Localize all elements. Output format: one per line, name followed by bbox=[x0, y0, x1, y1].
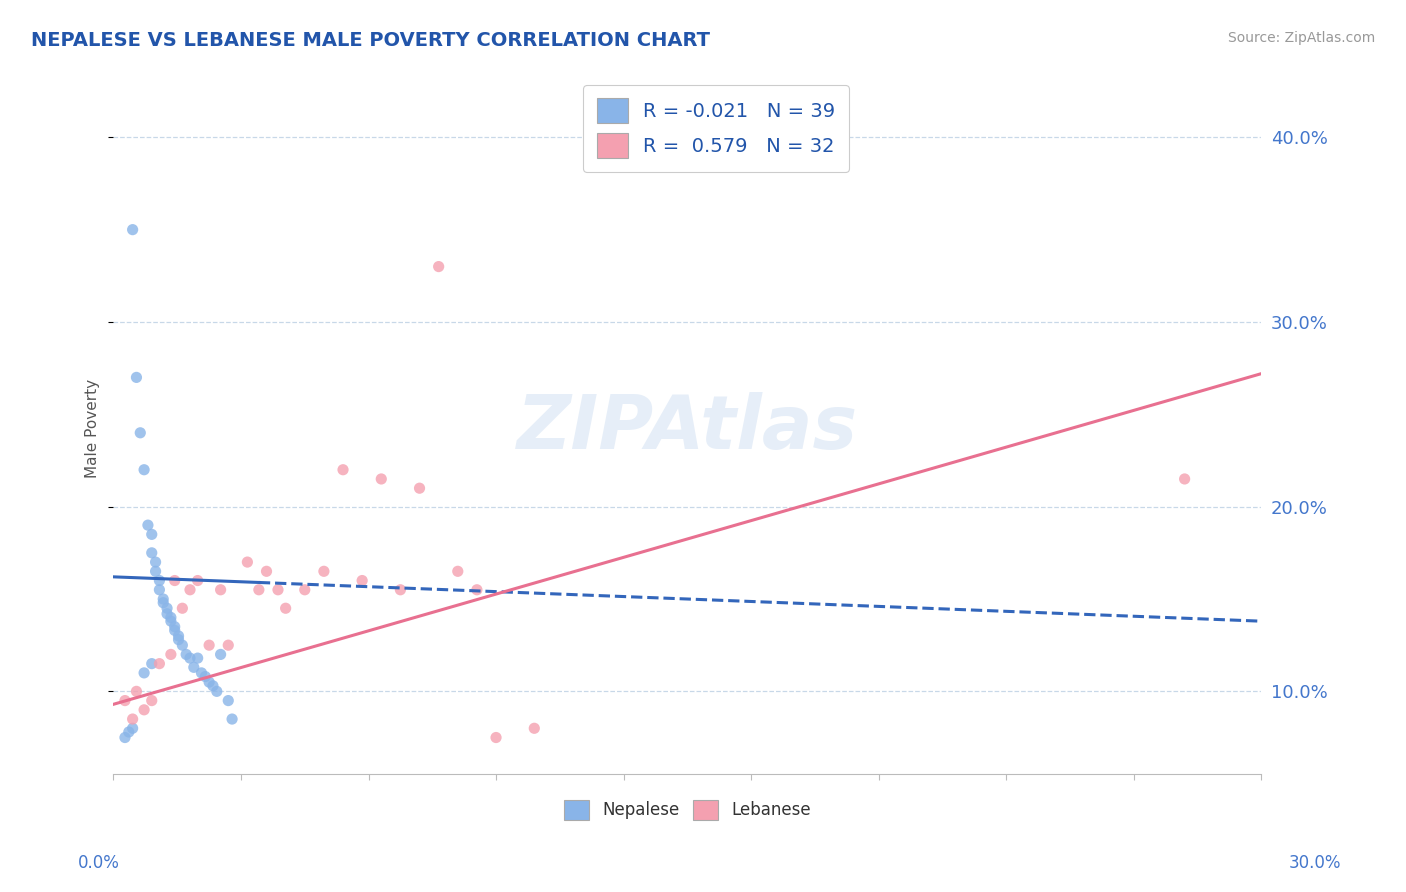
Point bbox=[136, 518, 159, 533]
Point bbox=[183, 660, 205, 674]
Point bbox=[118, 725, 141, 739]
Point bbox=[160, 614, 183, 628]
Point bbox=[132, 703, 155, 717]
Point bbox=[205, 684, 228, 698]
Point bbox=[148, 657, 170, 671]
Text: 0.0%: 0.0% bbox=[77, 855, 120, 872]
Point bbox=[332, 463, 354, 477]
Point bbox=[221, 712, 243, 726]
Point bbox=[172, 638, 194, 652]
Point bbox=[145, 564, 167, 578]
Point bbox=[121, 712, 143, 726]
Point bbox=[256, 564, 278, 578]
Point bbox=[209, 582, 232, 597]
Point bbox=[114, 693, 136, 707]
Point bbox=[465, 582, 488, 597]
Point bbox=[167, 629, 190, 643]
Point bbox=[160, 610, 183, 624]
Point bbox=[198, 675, 221, 690]
Point bbox=[121, 721, 143, 735]
Point bbox=[148, 582, 170, 597]
Point bbox=[236, 555, 259, 569]
Point bbox=[267, 582, 290, 597]
Point bbox=[163, 574, 186, 588]
Point bbox=[141, 657, 163, 671]
Point bbox=[152, 592, 174, 607]
Point bbox=[194, 669, 217, 683]
Point bbox=[274, 601, 297, 615]
Point bbox=[217, 693, 239, 707]
Point bbox=[217, 638, 239, 652]
Point bbox=[160, 648, 183, 662]
Point bbox=[114, 731, 136, 745]
Legend: Nepalese, Lebanese: Nepalese, Lebanese bbox=[555, 791, 820, 829]
Point bbox=[352, 574, 374, 588]
Point bbox=[209, 648, 232, 662]
Point bbox=[247, 582, 270, 597]
Point bbox=[163, 624, 186, 638]
Point bbox=[141, 546, 163, 560]
Point bbox=[389, 582, 412, 597]
Point bbox=[163, 620, 186, 634]
Point bbox=[141, 693, 163, 707]
Point bbox=[132, 463, 155, 477]
Point bbox=[141, 527, 163, 541]
Point bbox=[125, 684, 148, 698]
Point bbox=[156, 601, 179, 615]
Point bbox=[145, 555, 167, 569]
Point bbox=[1174, 472, 1197, 486]
Point bbox=[427, 260, 450, 274]
Point bbox=[198, 638, 221, 652]
Text: 30.0%: 30.0% bbox=[1288, 855, 1341, 872]
Point bbox=[408, 481, 430, 495]
Point bbox=[179, 582, 201, 597]
Point bbox=[121, 222, 143, 236]
Point bbox=[187, 651, 209, 665]
Point bbox=[179, 651, 201, 665]
Point bbox=[187, 574, 209, 588]
Point bbox=[125, 370, 148, 384]
Point bbox=[167, 632, 190, 647]
Point bbox=[201, 679, 224, 693]
Text: ZIPAtlas: ZIPAtlas bbox=[517, 392, 858, 465]
Point bbox=[523, 721, 546, 735]
Point bbox=[174, 648, 197, 662]
Point bbox=[312, 564, 335, 578]
Point bbox=[485, 731, 508, 745]
Text: NEPALESE VS LEBANESE MALE POVERTY CORRELATION CHART: NEPALESE VS LEBANESE MALE POVERTY CORREL… bbox=[31, 31, 710, 50]
Point bbox=[294, 582, 316, 597]
Point bbox=[447, 564, 470, 578]
Y-axis label: Male Poverty: Male Poverty bbox=[86, 378, 100, 478]
Point bbox=[129, 425, 152, 440]
Point bbox=[172, 601, 194, 615]
Point bbox=[132, 665, 155, 680]
Point bbox=[148, 574, 170, 588]
Point bbox=[190, 665, 212, 680]
Point bbox=[152, 596, 174, 610]
Text: Source: ZipAtlas.com: Source: ZipAtlas.com bbox=[1227, 31, 1375, 45]
Point bbox=[156, 607, 179, 621]
Point bbox=[370, 472, 392, 486]
